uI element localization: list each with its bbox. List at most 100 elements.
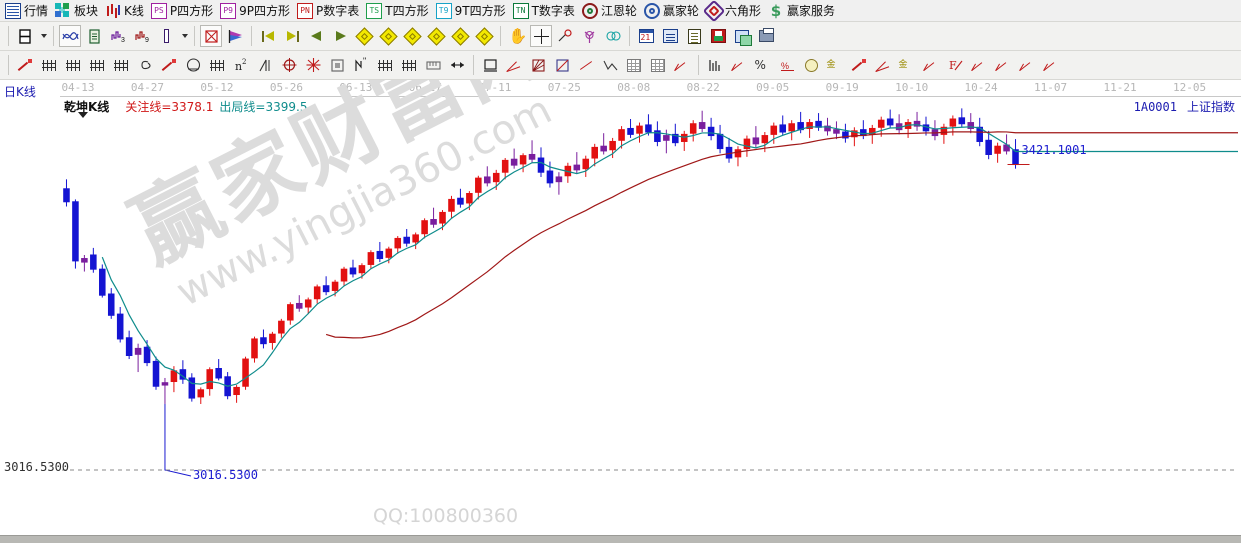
brain-button[interactable] xyxy=(602,25,624,47)
diamond-1-button[interactable] xyxy=(353,25,375,47)
arrows-button[interactable] xyxy=(446,54,468,76)
grid-diag-button[interactable] xyxy=(551,54,573,76)
slope-2-button[interactable] xyxy=(992,54,1014,76)
menu-item-p-square[interactable]: PS P四方形 xyxy=(149,1,218,21)
axis-divider xyxy=(60,96,1241,97)
period-dropdown-arrow[interactable] xyxy=(38,25,48,47)
star-button[interactable] xyxy=(302,54,324,76)
candle xyxy=(770,122,778,144)
report-button[interactable] xyxy=(659,25,681,47)
percent-button[interactable]: % xyxy=(752,54,774,76)
grid-2-button[interactable] xyxy=(647,54,669,76)
menu-item-9p-square[interactable]: P9 9P四方形 xyxy=(218,1,295,21)
first-page-button[interactable] xyxy=(257,25,279,47)
overlay-button[interactable] xyxy=(59,25,81,47)
menu-item-p-number-table[interactable]: PN P数字表 xyxy=(295,1,364,21)
slope-1-button[interactable] xyxy=(920,54,942,76)
menu-item-t-number-table[interactable]: TN T数字表 xyxy=(511,1,580,21)
comb-3-button[interactable] xyxy=(110,54,132,76)
period-day-button[interactable] xyxy=(14,25,36,47)
price-axis-value: 3016.5300 xyxy=(4,460,70,474)
menu-item-gann-wheel[interactable]: 江恩轮 xyxy=(580,1,642,21)
sloped-lines-button[interactable] xyxy=(671,54,693,76)
bar-dropdown-arrow[interactable] xyxy=(179,25,189,47)
date-tick: 12-05 xyxy=(1172,81,1207,94)
candle xyxy=(457,188,464,208)
menu-item-winner-service[interactable]: $ 赢家服务 xyxy=(766,1,840,21)
ladder-button[interactable] xyxy=(704,54,726,76)
menu-item-hexagon[interactable]: 六角形 xyxy=(702,0,766,22)
shen-button[interactable] xyxy=(374,54,396,76)
diamond-2-button[interactable] xyxy=(377,25,399,47)
gold-ratio-button[interactable]: 金 xyxy=(896,54,918,76)
prev-button[interactable] xyxy=(305,25,327,47)
percent-red-button[interactable]: % xyxy=(776,54,798,76)
menu-item-winner-wheel[interactable]: 赢家轮 xyxy=(642,1,704,21)
menu-item-t-square[interactable]: TS T四方形 xyxy=(364,1,433,21)
menu-item-sector[interactable]: 板块 xyxy=(53,1,103,21)
target-button[interactable] xyxy=(278,54,300,76)
last-page-button[interactable] xyxy=(281,25,303,47)
quote-button[interactable]: " xyxy=(350,54,372,76)
tree-button[interactable] xyxy=(578,25,600,47)
document-button[interactable] xyxy=(683,25,705,47)
slope-f-button[interactable]: F xyxy=(944,54,966,76)
candle xyxy=(833,121,840,140)
chart-area[interactable]: 日K线 04-13 04-27 05-12 05-26 06-13 06-27 07-11 0… xyxy=(0,80,1241,535)
candle xyxy=(322,276,330,296)
crosshair-button[interactable] xyxy=(530,25,552,47)
diamond-4-button[interactable] xyxy=(425,25,447,47)
percent-icon: % xyxy=(754,57,766,72)
kline-9-button[interactable]: 9 xyxy=(131,25,153,47)
fan-button[interactable] xyxy=(503,54,525,76)
menu-item-market[interactable]: 行情 xyxy=(3,1,53,21)
calendar-button[interactable] xyxy=(635,25,657,47)
color-flag-button[interactable] xyxy=(224,25,246,47)
box-button[interactable] xyxy=(326,54,348,76)
rect-frame-button[interactable] xyxy=(479,54,501,76)
fib-fan-button[interactable] xyxy=(872,54,894,76)
diamond-6-button[interactable] xyxy=(473,25,495,47)
angle-button[interactable] xyxy=(254,54,276,76)
percent-fib-button[interactable] xyxy=(728,54,750,76)
clipboard-button[interactable] xyxy=(83,25,105,47)
comb-tool-button[interactable] xyxy=(38,54,60,76)
print-button[interactable] xyxy=(755,25,777,47)
fan-box-button[interactable] xyxy=(527,54,549,76)
zigzag-button[interactable] xyxy=(599,54,621,76)
measure-button[interactable] xyxy=(554,25,576,47)
menu-item-9t-square[interactable]: T9 9T四方形 xyxy=(434,1,511,21)
spiral-button[interactable] xyxy=(134,54,156,76)
candle xyxy=(985,130,992,160)
comb-4-button[interactable] xyxy=(206,54,228,76)
gold-circle-button[interactable] xyxy=(800,54,822,76)
grid-1-button[interactable] xyxy=(623,54,645,76)
circle-rake-button[interactable] xyxy=(182,54,204,76)
candle xyxy=(340,266,348,286)
ink-button[interactable] xyxy=(848,54,870,76)
next-button[interactable] xyxy=(329,25,351,47)
trend-line-button[interactable] xyxy=(575,54,597,76)
slope-3-button[interactable] xyxy=(1016,54,1038,76)
diamond-5-button[interactable] xyxy=(449,25,471,47)
gold-comb-1-button[interactable] xyxy=(62,54,84,76)
candle xyxy=(430,207,437,228)
menu-item-kline[interactable]: K线 xyxy=(103,1,149,21)
slope-4-button[interactable] xyxy=(1040,54,1062,76)
kline-3-button[interactable]: 3 xyxy=(107,25,129,47)
gold-line-button[interactable]: 金 xyxy=(824,54,846,76)
ying-button[interactable] xyxy=(398,54,420,76)
copy-button[interactable] xyxy=(731,25,753,47)
ruler-button[interactable] xyxy=(422,54,444,76)
pen-tool-button[interactable] xyxy=(14,54,36,76)
pen-rake-button[interactable] xyxy=(158,54,180,76)
gold-comb-2-button[interactable] xyxy=(86,54,108,76)
diamond-3-button[interactable] xyxy=(401,25,423,47)
date-tick: 10-24 xyxy=(964,81,998,94)
hand-tool-button[interactable]: ✋ xyxy=(506,25,528,47)
slope-gold-button[interactable] xyxy=(968,54,990,76)
pattern-button[interactable] xyxy=(200,25,222,47)
single-bar-button[interactable] xyxy=(155,25,177,47)
save-button[interactable] xyxy=(707,25,729,47)
